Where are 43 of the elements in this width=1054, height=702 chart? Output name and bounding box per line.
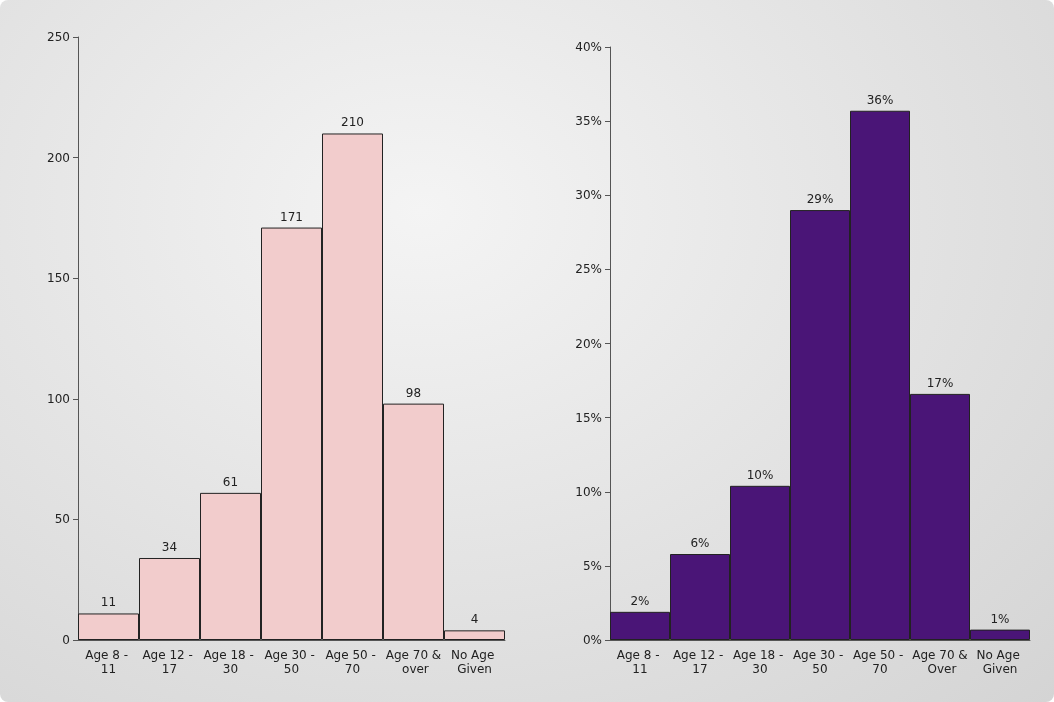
data-label: 1% — [990, 611, 1010, 626]
x-tick-label: Age 70 & over — [385, 648, 442, 676]
y-tick-label: 30% — [575, 188, 602, 203]
data-label: 36% — [866, 92, 894, 107]
data-label: 29% — [806, 192, 834, 207]
y-tick-label: 150 — [47, 271, 70, 286]
x-tick-label: Age 30 - 50 — [792, 648, 848, 676]
y-tick-label: 25% — [575, 262, 602, 277]
y-tick-label: 50 — [54, 512, 70, 527]
data-label: 171 — [280, 209, 303, 224]
x-tick-label: No Age Given — [450, 648, 499, 676]
x-tick-label: Age 30 - 50 — [264, 648, 319, 676]
data-label: 6% — [690, 536, 710, 551]
x-tick-label: Age 8 - 11 — [85, 648, 132, 676]
y-tick-label: 100 — [47, 391, 70, 406]
data-label: 98 — [405, 385, 422, 400]
data-label: 2% — [630, 593, 650, 608]
y-tick-label: 10% — [575, 484, 602, 499]
data-label: 10% — [746, 467, 774, 482]
data-label: 61 — [222, 474, 239, 489]
x-tick-label: Age 70 & Over — [912, 648, 968, 676]
x-tick-label: Age 8 - 11 — [616, 648, 664, 676]
y-tick-label: 5% — [582, 558, 602, 573]
data-label: 4 — [470, 612, 479, 627]
x-tick-label: Age 18 - 30 — [732, 648, 788, 676]
y-tick-label: 40% — [575, 40, 602, 54]
x-tick-label: Age 18 - 30 — [203, 648, 258, 676]
y-tick-label: 20% — [575, 336, 602, 351]
y-tick-label: 200 — [47, 150, 70, 165]
x-tick-label: Age 50 - 70 — [325, 648, 380, 676]
y-tick-label: 250 — [47, 30, 70, 44]
data-label: 34 — [161, 539, 178, 554]
x-tick-label: Age 12 - 17 — [672, 648, 728, 676]
y-tick-label: 0 — [62, 633, 70, 647]
data-label: 11 — [100, 595, 117, 610]
data-label: 17% — [926, 375, 954, 390]
y-tick-label: 15% — [575, 410, 602, 425]
data-label: 210 — [341, 115, 364, 130]
x-tick-label: Age 12 - 17 — [142, 648, 197, 676]
x-tick-label: Age 50 - 70 — [852, 648, 908, 676]
y-tick-label: 0% — [582, 633, 602, 647]
x-tick-label: No Age Given — [976, 648, 1024, 676]
y-tick-label: 35% — [575, 114, 602, 129]
